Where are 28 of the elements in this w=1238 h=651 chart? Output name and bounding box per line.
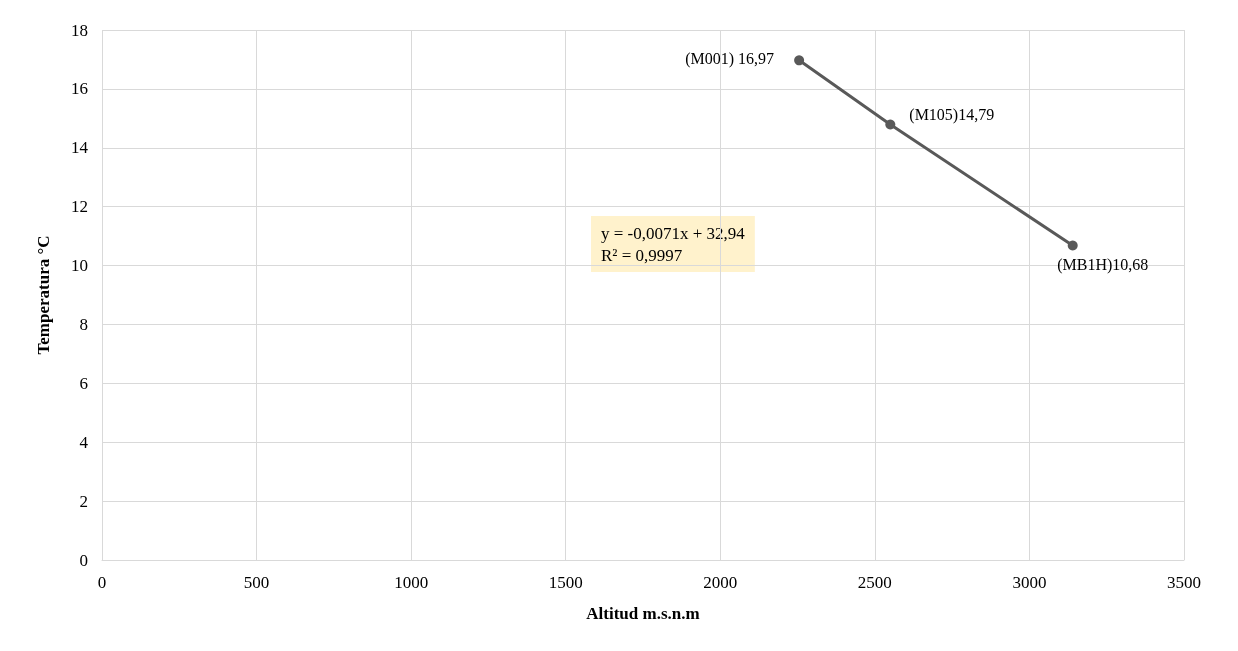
x-tick-label: 3500	[1167, 573, 1201, 592]
x-tick-label: 2000	[703, 573, 738, 592]
y-axis-title: Temperatura °C	[34, 235, 53, 355]
y-tick-label: 0	[79, 550, 88, 570]
annotation: R² = 0,9997	[601, 245, 683, 265]
annotation: y = -0,0071x + 32,94	[601, 223, 746, 243]
x-tick-label: 3000	[1012, 573, 1047, 592]
point	[1067, 240, 1078, 251]
x-tick-label: 1500	[548, 573, 583, 592]
y-tick-label: 18	[71, 20, 88, 40]
y-tick-label: 4	[79, 432, 89, 452]
x-tick-label: 0	[97, 573, 107, 592]
x-tick-label: 1000	[394, 573, 429, 592]
point	[885, 119, 896, 130]
x-axis-title: Altitud m.s.n.m	[586, 604, 700, 623]
y-tick-label: 14	[71, 138, 89, 158]
y-tick-label: 8	[79, 314, 88, 334]
point	[794, 55, 805, 66]
x-tick-label: 2500	[857, 573, 892, 592]
data-label: (MB1H)10,68	[1057, 256, 1149, 275]
data-label: (M105)14,79	[909, 106, 995, 125]
data-label: (M001) 16,97	[685, 49, 775, 68]
y-tick-label: 16	[71, 79, 88, 99]
x-tick-label: 500	[243, 573, 270, 592]
y-tick-label: 6	[79, 373, 88, 393]
y-tick-label: 2	[79, 491, 88, 511]
y-tick-label: 10	[71, 256, 88, 276]
y-tick-label: 12	[71, 197, 88, 217]
